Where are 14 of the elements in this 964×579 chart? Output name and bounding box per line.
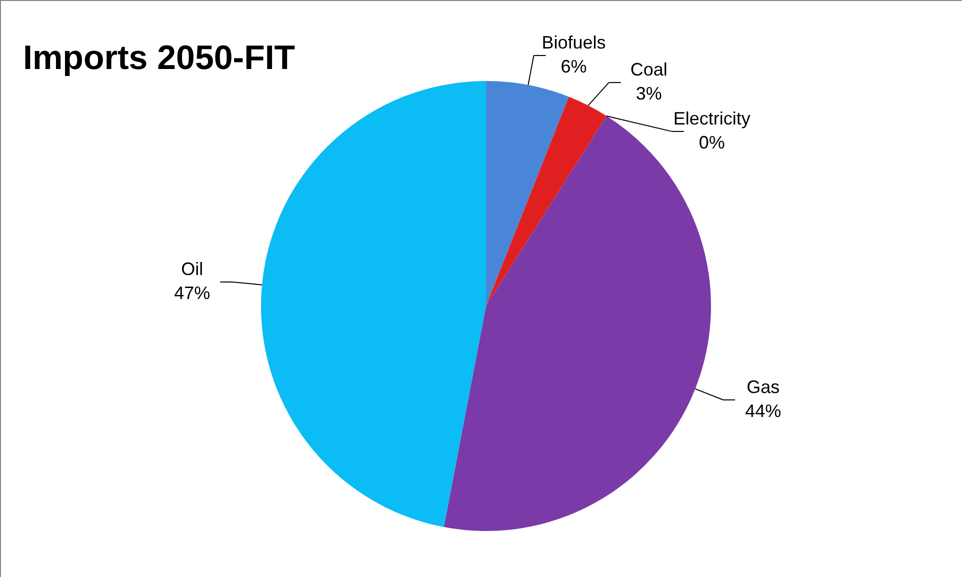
text: 0%	[698, 132, 725, 152]
slice-label: Biofuels	[542, 32, 606, 53]
data-label: 3%	[636, 84, 662, 104]
data-label: 44%	[745, 400, 782, 421]
chart-title: Imports 2050-FIT	[23, 39, 296, 77]
pie-slice	[486, 96, 607, 306]
slice-label: Oil	[181, 259, 204, 279]
slice-label: Gas	[746, 376, 780, 397]
legend-label: Electricity	[673, 108, 750, 128]
pie-slice	[486, 81, 569, 306]
data-label: 47%	[174, 283, 210, 303]
data-label: 6%	[560, 56, 587, 77]
slice-label: Coal	[630, 60, 668, 80]
pie-slice	[261, 81, 486, 528]
